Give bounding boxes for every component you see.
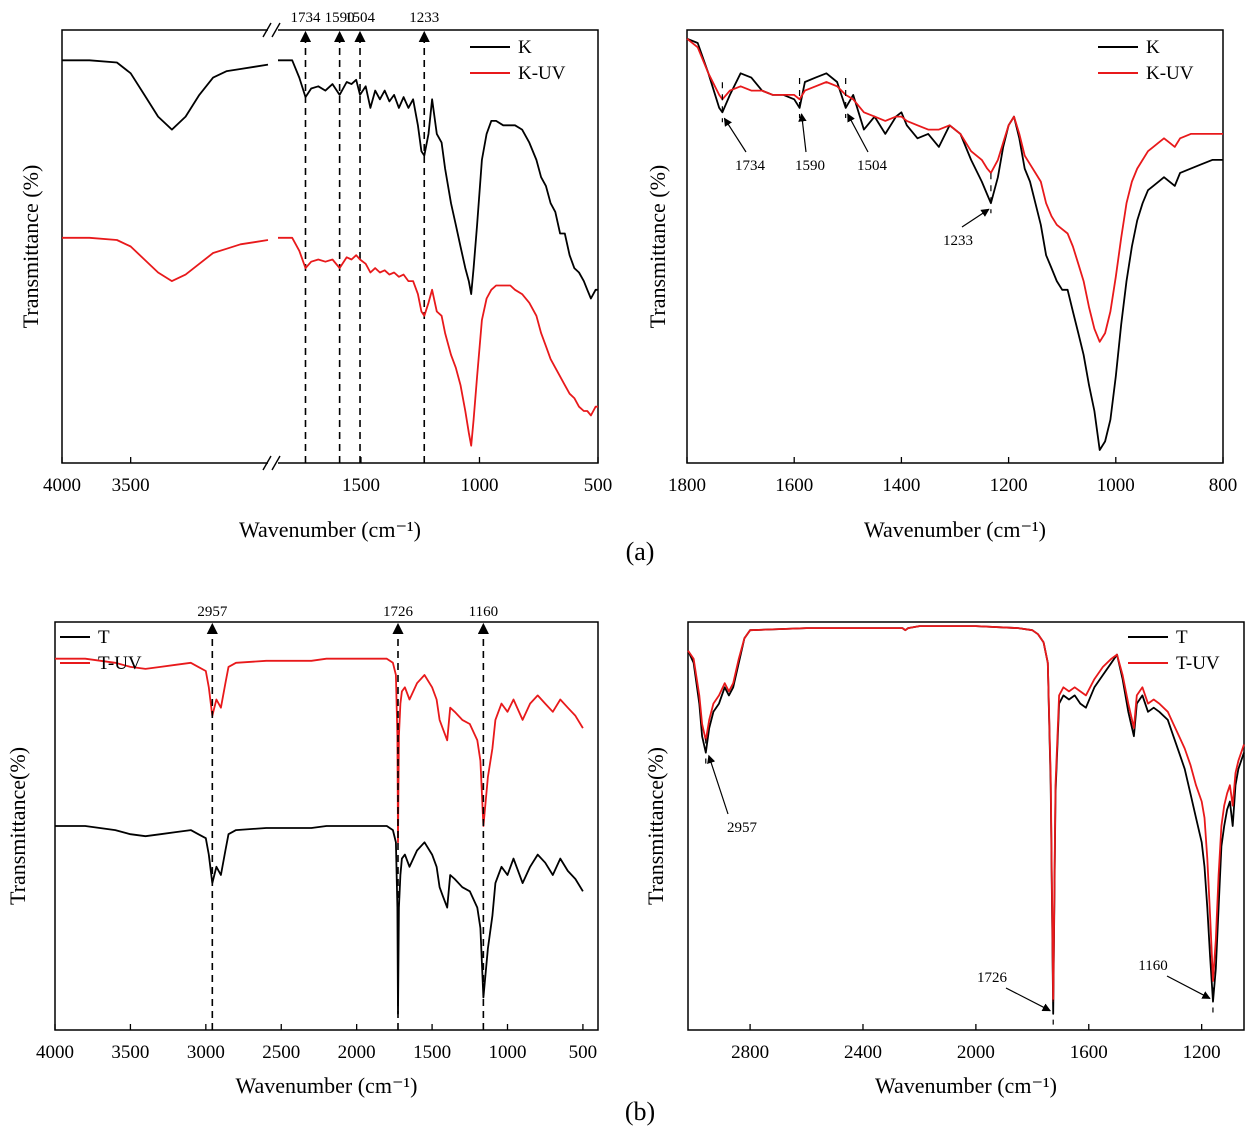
y-axis-label: Transmittance(%) bbox=[5, 747, 30, 905]
annotation-arrow bbox=[723, 117, 747, 153]
series-line-t bbox=[687, 625, 1245, 1015]
series-line-k bbox=[62, 59, 269, 131]
x-tick-label: 2000 bbox=[338, 1042, 376, 1063]
x-tick-label: 1600 bbox=[1070, 1042, 1108, 1063]
axis-break-mark bbox=[271, 455, 281, 471]
plot-frame bbox=[687, 621, 1245, 1031]
axis-break-gap bbox=[268, 24, 278, 36]
x-tick-label: 500 bbox=[584, 475, 613, 496]
legend-label-t: T bbox=[98, 627, 110, 648]
panel-label-b: (b) bbox=[625, 1097, 655, 1126]
x-tick-label: 3500 bbox=[112, 475, 150, 496]
x-tick-label: 2000 bbox=[957, 1042, 995, 1063]
x-tick-label: 1800 bbox=[668, 475, 706, 496]
panel-b-right-chart: Transmittance(%) Wavenumber (cm⁻¹) 2800 240… bbox=[643, 621, 1245, 1098]
axis-break-mark bbox=[262, 455, 272, 471]
panel-a-right-chart: Transmittance (%) Wavenumber (cm⁻¹) 1800 16… bbox=[645, 29, 1238, 542]
series-line-t-uv bbox=[55, 657, 584, 844]
x-tick-label: 500 bbox=[569, 1042, 598, 1063]
annotation-label: 1233 bbox=[409, 10, 439, 26]
annotation-label: 2957 bbox=[197, 604, 228, 620]
x-tick-label: 4000 bbox=[43, 475, 81, 496]
x-tick-label: 1000 bbox=[489, 1042, 527, 1063]
panel-label-a: (a) bbox=[626, 537, 655, 566]
annotation-label: 1504 bbox=[345, 10, 376, 26]
annotation-arrow bbox=[798, 113, 807, 153]
annotation-arrow bbox=[1166, 975, 1211, 999]
annotation-label: 1233 bbox=[943, 233, 973, 249]
legend-label-t-uv: T-UV bbox=[98, 653, 142, 674]
x-tick-label: 800 bbox=[1209, 475, 1238, 496]
plot-frame bbox=[61, 29, 599, 464]
legend-label-t: T bbox=[1176, 627, 1188, 648]
legend-label-k-uv: K-UV bbox=[1146, 63, 1194, 84]
x-axis-label: Wavenumber (cm⁻¹) bbox=[236, 1073, 418, 1098]
panel-b-left-chart: Transmittance(%) Wavenumber (cm⁻¹) 4000 350… bbox=[5, 604, 599, 1098]
x-tick-label: 1600 bbox=[775, 475, 813, 496]
axis-break-gap bbox=[268, 457, 278, 469]
legend-label-k: K bbox=[1146, 37, 1160, 58]
series-line-k-uv bbox=[278, 236, 598, 447]
x-tick-label: 2400 bbox=[844, 1042, 882, 1063]
x-axis-label: Wavenumber (cm⁻¹) bbox=[239, 517, 421, 542]
y-axis-label: Transmittance(%) bbox=[643, 747, 668, 905]
x-tick-label: 1400 bbox=[882, 475, 920, 496]
x-tick-label: 1500 bbox=[413, 1042, 451, 1063]
series-line-k bbox=[278, 59, 598, 300]
y-axis-label: Transmittance (%) bbox=[645, 165, 670, 329]
annotation-label: 1160 bbox=[469, 604, 498, 620]
axis-break-mark bbox=[271, 22, 281, 38]
x-axis-label: Wavenumber (cm⁻¹) bbox=[864, 517, 1046, 542]
plot-frame bbox=[686, 29, 1224, 464]
x-tick-label: 1000 bbox=[460, 475, 498, 496]
annotation-label: 2957 bbox=[727, 820, 758, 836]
annotation-label: 1590 bbox=[325, 10, 355, 26]
legend-label-t-uv: T-UV bbox=[1176, 653, 1220, 674]
annotation-label: 1504 bbox=[857, 158, 888, 174]
x-tick-label: 1200 bbox=[990, 475, 1028, 496]
annotation-label: 1734 bbox=[290, 10, 321, 26]
annotation-label: 1160 bbox=[1138, 958, 1167, 974]
x-tick-label: 3500 bbox=[111, 1042, 149, 1063]
panel-a-left-chart: Transmittance (%) Wavenumber (cm⁻¹) 4000 35… bbox=[18, 10, 612, 542]
x-tick-label: 1000 bbox=[1097, 475, 1135, 496]
y-axis-label: Transmittance (%) bbox=[18, 165, 43, 329]
annotation-label: 1590 bbox=[795, 158, 825, 174]
annotation-label: 1726 bbox=[383, 604, 414, 620]
annotation-arrow bbox=[1005, 987, 1051, 1012]
annotation-label: 1734 bbox=[735, 158, 766, 174]
legend-label-k-uv: K-UV bbox=[518, 63, 566, 84]
series-line-k-uv bbox=[62, 236, 269, 283]
annotation-arrow bbox=[847, 113, 869, 153]
annotation-label: 1726 bbox=[977, 970, 1008, 986]
x-tick-label: 1500 bbox=[342, 475, 380, 496]
series-line-t bbox=[55, 825, 584, 1015]
x-tick-label: 4000 bbox=[36, 1042, 74, 1063]
annotation-arrow bbox=[707, 754, 729, 815]
annotation-arrow bbox=[961, 208, 990, 228]
x-tick-label: 2500 bbox=[262, 1042, 300, 1063]
axis-break-mark bbox=[262, 22, 272, 38]
series-line-k-uv bbox=[686, 37, 1223, 343]
legend-label-k: K bbox=[518, 37, 532, 58]
series-line-t-uv bbox=[687, 625, 1245, 1003]
x-tick-label: 3000 bbox=[187, 1042, 225, 1063]
x-tick-label: 1200 bbox=[1183, 1042, 1221, 1063]
x-tick-label: 2800 bbox=[731, 1042, 769, 1063]
x-axis-label: Wavenumber (cm⁻¹) bbox=[875, 1073, 1057, 1098]
